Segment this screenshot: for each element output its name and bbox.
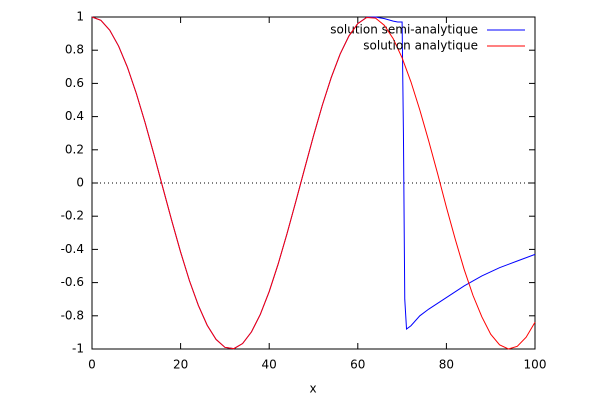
y-tick-label: 0.8 (65, 43, 84, 57)
x-tick-label: 60 (350, 358, 365, 372)
x-tick-label: 80 (439, 358, 454, 372)
y-tick-label: 0.6 (65, 76, 84, 90)
y-tick-label: -0.6 (61, 275, 84, 289)
x-tick-label: 40 (262, 358, 277, 372)
y-tick-label: 0.2 (65, 142, 84, 156)
x-tick-label: 20 (173, 358, 188, 372)
y-tick-label: 1 (76, 10, 84, 24)
y-tick-label: -1 (72, 342, 84, 356)
legend-label: solution analytique (363, 39, 478, 53)
line-series (91, 16, 536, 350)
legend-label: solution semi-analytique (330, 23, 478, 37)
x-tick-label: 100 (524, 358, 547, 372)
x-axis-label: x (309, 382, 316, 396)
y-tick-label: 0.4 (65, 109, 84, 123)
y-tick-label: -0.4 (61, 242, 84, 256)
y-tick-label: -0.2 (61, 209, 84, 223)
plot-frame (91, 16, 536, 350)
y-tick-label: 0 (76, 176, 84, 190)
y-tick-label: -0.8 (61, 308, 84, 322)
x-tick-label: 0 (88, 358, 96, 372)
